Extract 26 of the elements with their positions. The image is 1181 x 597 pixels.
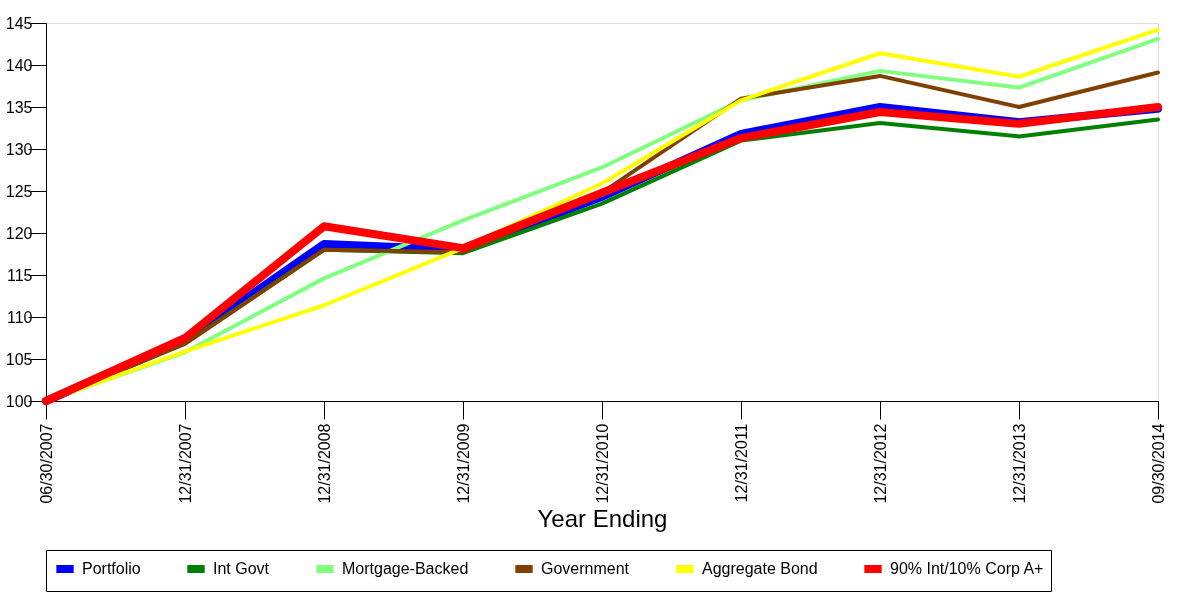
y-tick-label: 145 <box>5 14 33 32</box>
x-tick-label: 09/30/2014 <box>1149 423 1167 504</box>
legend-label: Mortgage-Backed <box>342 560 469 577</box>
y-tick-label: 105 <box>5 350 33 368</box>
x-tick-label: 12/31/2009 <box>454 423 472 504</box>
y-tick-label: 135 <box>5 98 33 116</box>
legend-label: Portfolio <box>82 560 141 577</box>
x-tick-label: 12/31/2012 <box>871 423 889 504</box>
x-axis-title: Year Ending <box>537 504 668 532</box>
y-tick-label: 100 <box>5 392 33 410</box>
x-tick-label: 12/31/2013 <box>1010 423 1028 504</box>
y-tick-label: 130 <box>5 140 33 158</box>
legend-label: 90% Int/10% Corp A+ <box>890 560 1044 577</box>
legend-label: Government <box>541 560 630 577</box>
y-tick-label: 140 <box>5 56 33 74</box>
x-tick-label: 12/31/2007 <box>176 423 194 504</box>
y-tick-label: 120 <box>5 224 33 242</box>
y-tick-label: 110 <box>6 308 33 326</box>
y-tick-label: 125 <box>5 182 33 200</box>
x-tick-label: 06/30/2007 <box>37 423 55 504</box>
x-tick-label: 12/31/2008 <box>315 423 333 504</box>
x-tick-label: 12/31/2010 <box>593 423 611 504</box>
y-tick-label: 115 <box>6 266 33 284</box>
x-tick-label: 12/31/2011 <box>732 423 750 503</box>
legend-label: Int Govt <box>213 560 270 577</box>
legend-label: Aggregate Bond <box>702 560 818 577</box>
